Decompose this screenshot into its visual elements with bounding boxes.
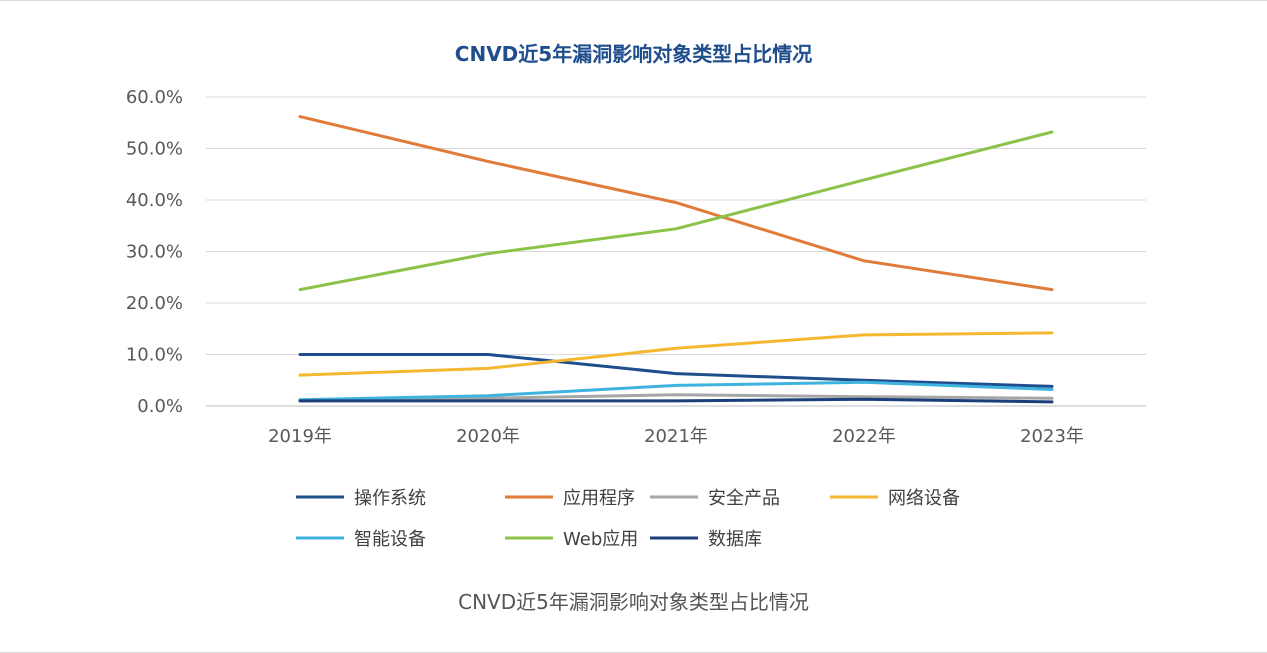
x-tick-label: 2023年 xyxy=(1020,426,1084,447)
x-axis-tick-labels: 2019年 2020年 2021年 2022年 2023年 xyxy=(268,426,1084,447)
legend-item: 安全产品 xyxy=(650,488,780,509)
series-line xyxy=(298,353,1054,388)
series-line xyxy=(298,115,1054,292)
legend-item: 应用程序 xyxy=(505,488,635,509)
series-line xyxy=(298,380,1054,402)
y-tick-label: 50.0% xyxy=(126,139,183,160)
series-lines xyxy=(298,115,1054,404)
x-tick-label: 2019年 xyxy=(268,426,332,447)
y-tick-label: 10.0% xyxy=(126,345,183,366)
legend-label: 数据库 xyxy=(708,529,762,550)
y-tick-label: 40.0% xyxy=(126,190,183,211)
y-axis-tick-labels: 0.0% 10.0% 20.0% 30.0% 40.0% 50.0% 60.0% xyxy=(126,87,183,417)
chart-caption: CNVD近5年漏洞影响对象类型占比情况 xyxy=(458,590,809,614)
series-line xyxy=(298,393,1054,403)
legend-label: 安全产品 xyxy=(708,488,780,509)
legend-label: 智能设备 xyxy=(354,529,426,550)
x-tick-label: 2020年 xyxy=(456,426,520,447)
legend-item: 数据库 xyxy=(650,529,762,550)
legend-label: Web应用 xyxy=(563,529,638,550)
legend-item: 操作系统 xyxy=(296,488,426,509)
y-tick-label: 20.0% xyxy=(126,293,183,314)
legend-label: 操作系统 xyxy=(354,488,426,509)
legend-label: 网络设备 xyxy=(888,488,960,509)
y-tick-label: 60.0% xyxy=(126,87,183,108)
x-tick-label: 2021年 xyxy=(644,426,708,447)
grid-lines xyxy=(206,96,1146,407)
chart-title: CNVD近5年漏洞影响对象类型占比情况 xyxy=(454,42,813,66)
legend-item: 智能设备 xyxy=(296,529,426,550)
series-line xyxy=(298,130,1054,292)
series-line xyxy=(298,397,1054,404)
series-line xyxy=(298,331,1054,377)
y-tick-label: 0.0% xyxy=(137,396,183,417)
legend-label: 应用程序 xyxy=(563,488,635,509)
y-tick-label: 30.0% xyxy=(126,242,183,263)
legend-item: Web应用 xyxy=(505,529,638,550)
x-tick-label: 2022年 xyxy=(832,426,896,447)
legend-item: 网络设备 xyxy=(830,488,960,509)
